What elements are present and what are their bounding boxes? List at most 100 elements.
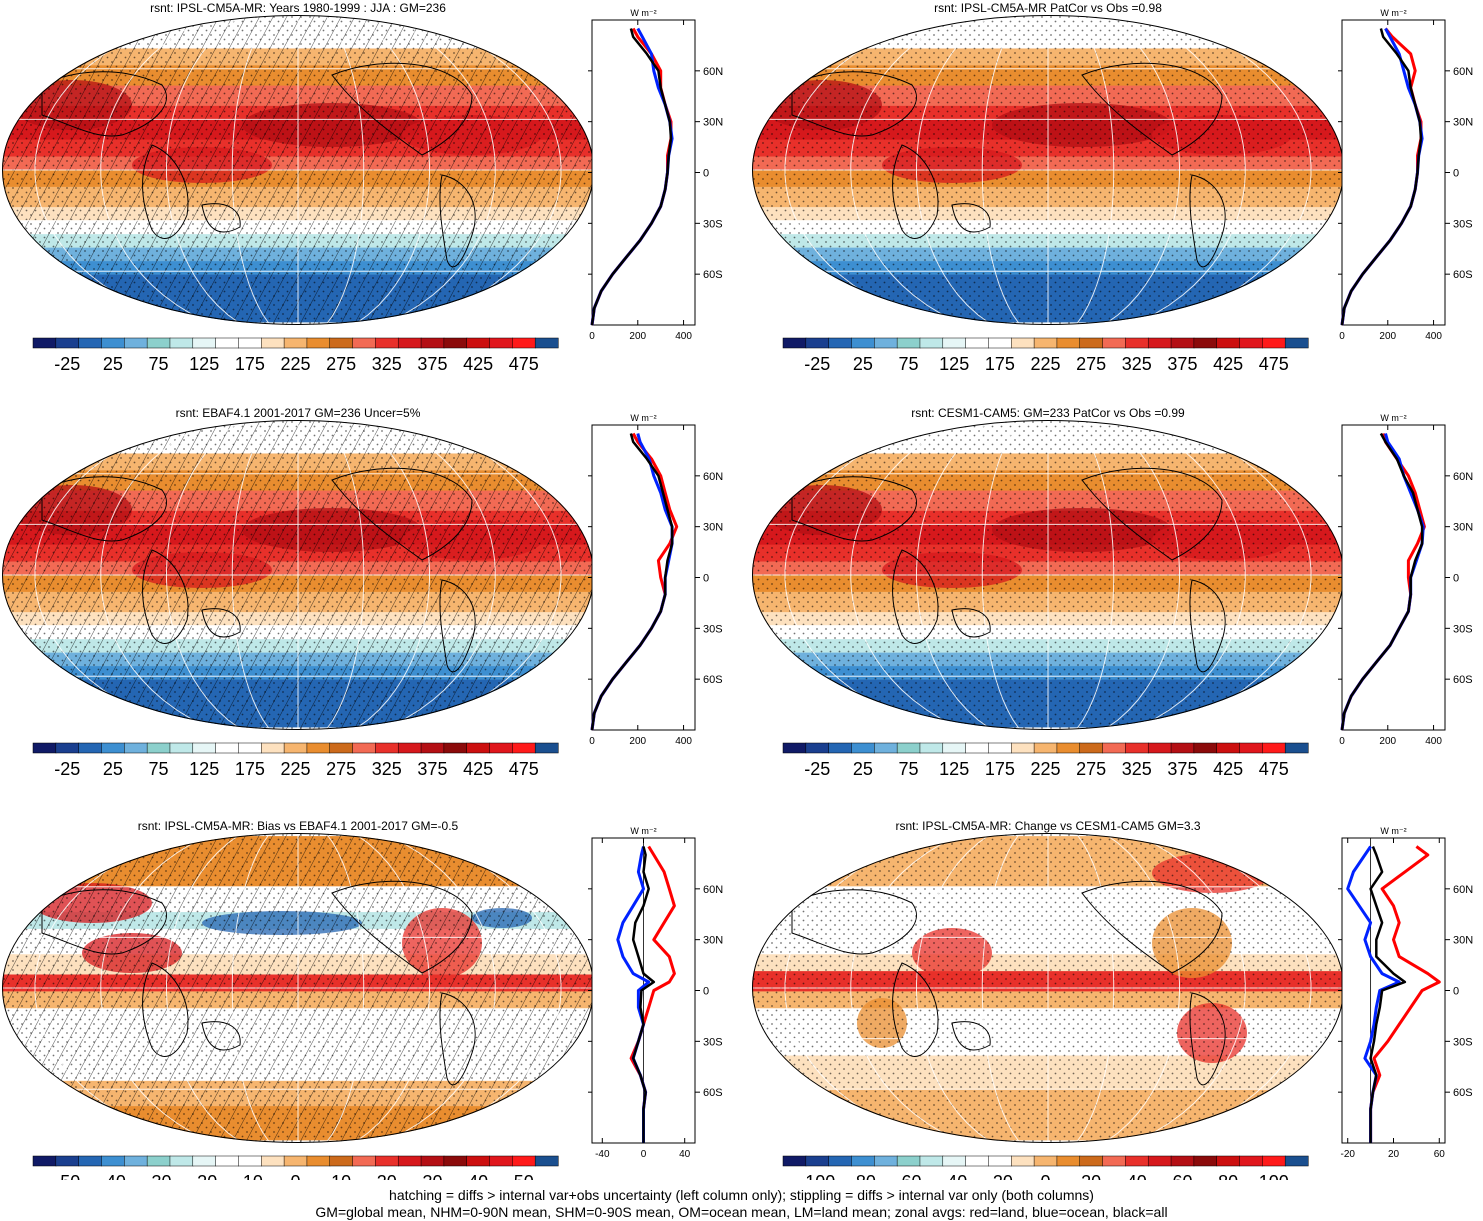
colorbar-swatch — [420, 742, 445, 754]
colorbar-label: 275 — [326, 354, 356, 374]
ytick-label: 30N — [1453, 935, 1473, 947]
colorbar-label: -100 — [799, 1172, 835, 1180]
colorbar-swatch — [534, 337, 559, 349]
zonal-line-all — [590, 433, 674, 731]
colorbar-label: 375 — [417, 759, 447, 779]
colorbar-swatch — [306, 1155, 331, 1167]
ytick-label: 60S — [703, 674, 723, 686]
colorbar-label: 80 — [1218, 1172, 1238, 1180]
zonal-plot: 60N 30N 0 30S 60S 0 200 400 W m⁻² — [588, 413, 723, 747]
graticule-lon — [784, 833, 937, 1143]
colorbar-label: 0 — [290, 1172, 300, 1180]
colorbar-swatch — [805, 337, 830, 349]
colorbar-swatch — [874, 742, 898, 754]
colorbar-label: 475 — [509, 759, 539, 779]
colorbar-swatch — [215, 337, 239, 349]
zonal-unit: W m⁻² — [1380, 413, 1406, 423]
colorbar-label: 475 — [509, 354, 539, 374]
colorbar-swatch — [782, 1155, 807, 1167]
zonal-line-all — [631, 846, 656, 1143]
ytick-label: 0 — [1453, 168, 1459, 180]
colorbar-swatch — [238, 337, 262, 349]
zonal-unit: W m⁻² — [630, 826, 656, 836]
colorbar-label: 75 — [899, 759, 919, 779]
ytick-label: 0 — [703, 168, 709, 180]
panel-1: rsnt: IPSL-CM5A-MR: Years 1980-1999 : JJ… — [2, 1, 723, 374]
colorbar-label: 20 — [1081, 1172, 1101, 1180]
coastline — [1189, 579, 1226, 673]
colorbar-swatch — [146, 337, 171, 349]
colorbar-swatch — [169, 337, 194, 349]
colorbar-label: 125 — [189, 759, 219, 779]
colorbar-label: 175 — [235, 759, 265, 779]
colorbar-swatch — [1056, 1155, 1081, 1167]
panel-5: rsnt: IPSL-CM5A-MR: Bias vs EBAF4.1 2001… — [2, 819, 723, 1192]
colorbar-label: 475 — [1259, 354, 1289, 374]
colorbar-swatch — [896, 1155, 921, 1167]
colorbar: -25 25 75 125 175 225 275 325 375 425 475 — [32, 742, 559, 779]
graticule-lon — [34, 420, 187, 730]
colorbar-swatch — [215, 1155, 239, 1167]
panel-title: rsnt: IPSL-CM5A-MR PatCor vs Obs =0.98 — [934, 1, 1162, 15]
graticule-lon — [1131, 833, 1246, 1143]
colorbar-label: 125 — [939, 759, 969, 779]
graticule-lon — [381, 833, 496, 1143]
zonal-plot: 60N 30N 0 30S 60S -40 0 40 W m⁻² — [588, 826, 723, 1160]
coastline — [951, 1021, 991, 1051]
graticule-lon — [166, 833, 243, 1143]
colorbar-swatch — [397, 1155, 422, 1167]
graticule-lon — [353, 15, 430, 325]
colorbar-label: 75 — [149, 354, 169, 374]
graticule-lon — [100, 15, 215, 325]
colorbar-swatch — [1056, 742, 1081, 754]
graticule-lon — [409, 420, 562, 730]
colorbar-label: 10 — [331, 1172, 351, 1180]
panel-3: rsnt: EBAF4.1 2001-2017 GM=236 Uncer=5% 6… — [2, 406, 723, 779]
graticule-lon — [325, 15, 365, 325]
colorbar-swatch — [874, 1155, 898, 1167]
ytick-label: 60S — [1453, 269, 1473, 281]
graticule-lon — [1159, 833, 1312, 1143]
colorbar-swatch — [55, 337, 80, 349]
zonal-line-all — [590, 28, 673, 326]
colorbar-swatch — [828, 337, 853, 349]
map-field — [2, 833, 594, 1143]
figure-svg: rsnt: IPSL-CM5A-MR: Years 1980-1999 : JJ… — [2, 1, 1473, 1192]
colorbar-swatch — [283, 742, 308, 754]
graticule-lon — [166, 420, 243, 730]
ytick-label: 60N — [1453, 471, 1473, 483]
colorbar-swatch — [146, 742, 171, 754]
graticule-lon — [1103, 420, 1180, 730]
xtick-label: -40 — [595, 1149, 610, 1160]
colorbar: -50 -40 -30 -20 -10 0 10 20 30 40 50 — [32, 1155, 559, 1192]
colorbar-swatch — [1056, 337, 1081, 349]
coastline — [331, 62, 473, 156]
coastline — [331, 880, 473, 974]
graticule-lon — [916, 833, 993, 1143]
xtick-label: 0 — [1339, 736, 1345, 747]
colorbar-swatch — [919, 337, 944, 349]
colorbar-label: 375 — [1167, 354, 1197, 374]
ytick-label: 0 — [703, 573, 709, 585]
coastline — [791, 889, 917, 955]
ytick-label: 30N — [1453, 522, 1473, 534]
zonal-plot: 60N 30N 0 30S 60S 0 200 400 W m⁻² — [1338, 8, 1473, 342]
colorbar-swatch — [1262, 337, 1286, 349]
colorbar-swatch — [1125, 742, 1149, 754]
graticule-lon — [916, 15, 993, 325]
zonal-line-all — [1369, 846, 1407, 1143]
panel-title: rsnt: IPSL-CM5A-MR: Years 1980-1999 : JJ… — [150, 1, 446, 15]
zonal-line-all — [1340, 432, 1424, 731]
graticule-lon — [353, 420, 430, 730]
colorbar-swatch — [1239, 1155, 1263, 1167]
colorbar-swatch — [782, 742, 807, 754]
colorbar-label: 50 — [514, 1172, 534, 1180]
colorbar-label: 0 — [1040, 1172, 1050, 1180]
colorbar-swatch — [32, 1155, 57, 1167]
colorbar-swatch — [965, 337, 989, 349]
ytick-label: 30S — [703, 218, 723, 230]
colorbar-swatch — [146, 1155, 171, 1167]
coastline — [1081, 62, 1223, 156]
colorbar-label: 40 — [468, 1172, 488, 1180]
colorbar-swatch — [1033, 742, 1058, 754]
